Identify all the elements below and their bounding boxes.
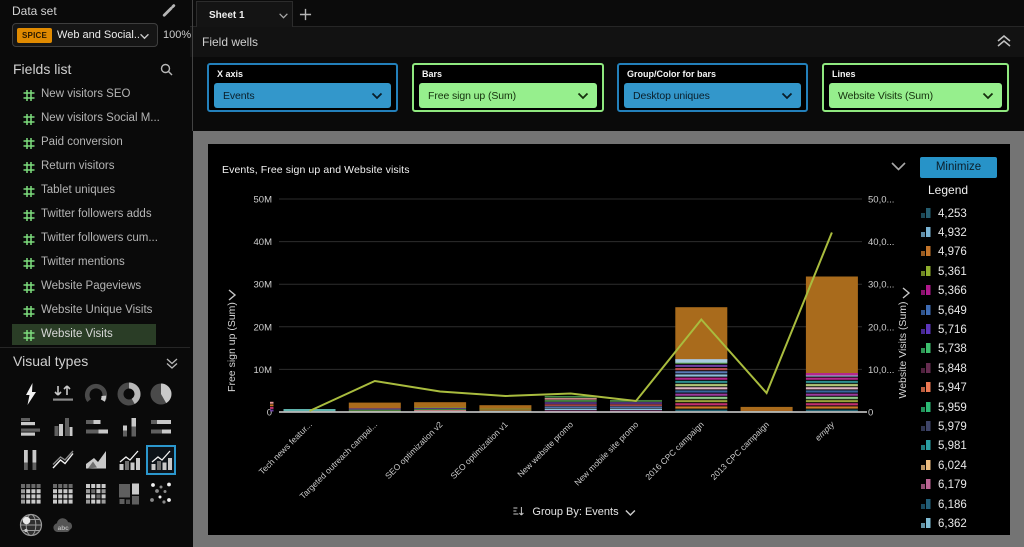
svg-text:50M: 50M [254, 195, 273, 206]
svg-text:Tech news featur...: Tech news featur... [257, 419, 314, 476]
svg-text:SEO optimization v2: SEO optimization v2 [383, 419, 445, 481]
svg-text:40,0...: 40,0... [868, 237, 894, 248]
svg-text:Website Visits (Sum): Website Visits (Sum) [897, 301, 909, 398]
svg-text:0: 0 [267, 408, 272, 419]
svg-text:SEO optimization v1: SEO optimization v1 [448, 419, 510, 481]
svg-text:abc: abc [58, 525, 70, 532]
svg-text:New mobile site promo: New mobile site promo [572, 419, 640, 487]
svg-text:20M: 20M [254, 322, 273, 333]
svg-text:50,0...: 50,0... [868, 195, 894, 206]
svg-text:empty: empty [813, 419, 837, 443]
svg-text:10M: 10M [254, 365, 273, 376]
svg-text:40M: 40M [254, 237, 273, 248]
svg-text:2016 CPC campaign: 2016 CPC campaign [643, 419, 706, 482]
svg-text:10,0...: 10,0... [868, 365, 894, 376]
svg-text:2013 CPC campaign: 2013 CPC campaign [708, 419, 771, 482]
svg-text:30M: 30M [254, 280, 273, 291]
svg-text:New website promo: New website promo [515, 419, 575, 479]
svg-text:Free sign up (Sum): Free sign up (Sum) [226, 302, 238, 392]
svg-text:30,0...: 30,0... [868, 280, 894, 291]
svg-text:20,0...: 20,0... [868, 322, 894, 333]
svg-text:Targeted outreach campai...: Targeted outreach campai... [298, 419, 380, 501]
svg-text:0: 0 [868, 408, 873, 419]
